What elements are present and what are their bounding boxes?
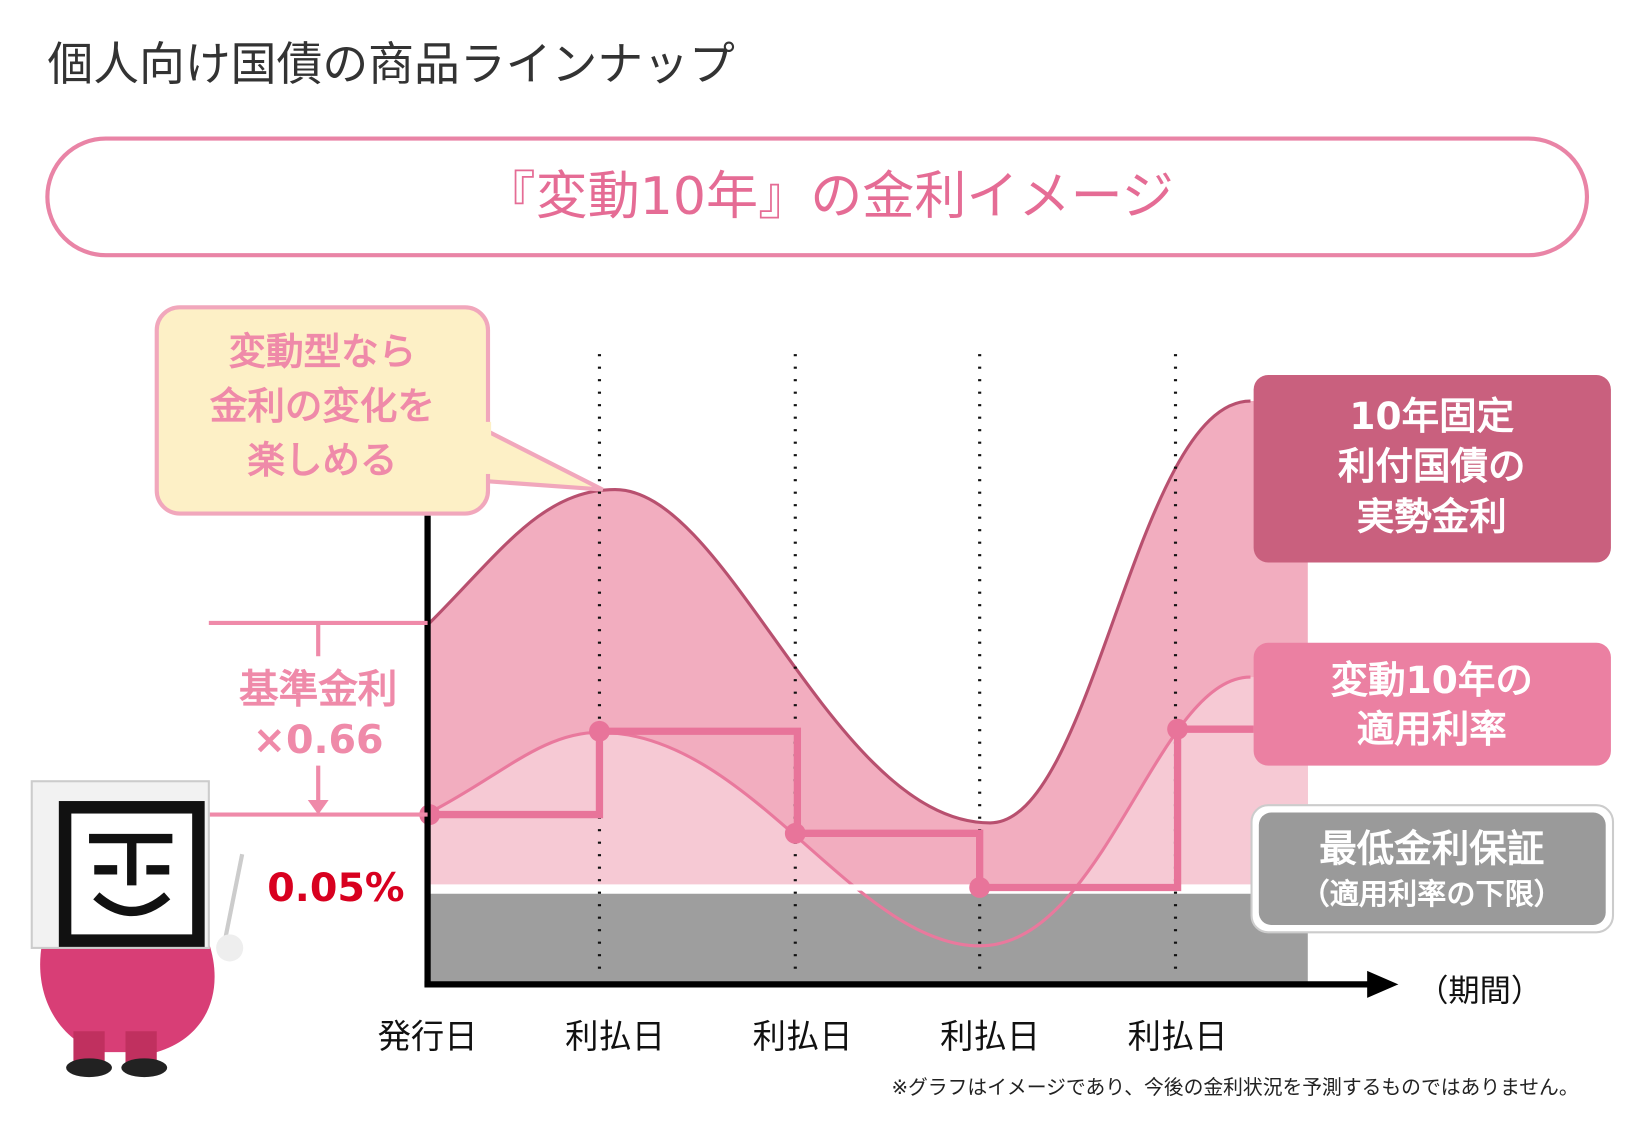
applied-rate xyxy=(429,725,1254,892)
base-label: 基準金利 xyxy=(239,667,397,713)
fixed-label: 10年固定 xyxy=(1349,394,1514,438)
floating-label: 適用利率 xyxy=(1357,707,1507,751)
footnote: ※グラフはイメージであり、今後の金利状況を予測するものではありません。 xyxy=(891,1076,1578,1099)
floor-label: 最低金利保証 xyxy=(1319,827,1544,871)
x-label: 利払日 xyxy=(565,1017,665,1056)
floor-area xyxy=(429,893,1308,985)
callout-box xyxy=(154,305,491,516)
base-label: ×0.66 xyxy=(253,717,384,763)
callout-text: 金利の変化を xyxy=(210,384,435,428)
fixed-box xyxy=(1253,375,1611,563)
floating-area xyxy=(429,677,1308,886)
callout-text: 変動型なら xyxy=(229,330,416,374)
floor-box xyxy=(1258,812,1606,925)
callout-text: 楽しめる xyxy=(247,438,397,482)
banner xyxy=(45,136,1590,258)
fixed-curve xyxy=(428,399,1251,825)
x-label: 利払日 xyxy=(753,1017,853,1056)
minimum-rate: 0.05% xyxy=(267,865,404,911)
floating-label: 変動10年の xyxy=(1331,658,1533,702)
payment-lines xyxy=(597,354,1178,980)
x-arrow xyxy=(1367,970,1399,998)
banner-title: 『変動10年』の金利イメージ xyxy=(484,167,1174,227)
x-label: 発行日 xyxy=(378,1017,478,1056)
x-unit: （期間） xyxy=(1417,974,1542,1010)
x-label: 利払日 xyxy=(940,1017,1040,1056)
floor-label: （適用利率の下限） xyxy=(1301,877,1563,911)
fixed-label: 実勢金利 xyxy=(1357,494,1507,538)
page-title: 個人向け国債の商品ラインナップ xyxy=(47,37,735,91)
x-label: 利払日 xyxy=(1128,1017,1228,1056)
fixed-label: 利付国債の xyxy=(1338,444,1526,488)
floating-box xyxy=(1253,642,1611,766)
floating-curve xyxy=(428,675,1251,948)
mascot xyxy=(30,780,245,1078)
